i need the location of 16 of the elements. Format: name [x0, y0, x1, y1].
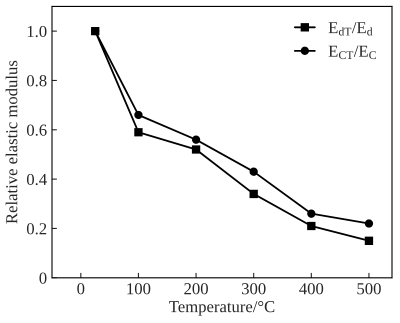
y-tick-label: 0.2 [26, 223, 46, 234]
y-tick-label: 0.6 [26, 124, 47, 136]
y-tick-label: 0.8 [26, 75, 47, 86]
x-tick-label: 0 [77, 283, 84, 294]
x-tick-label: 300 [242, 283, 266, 294]
y-tick-label: 1.0 [28, 26, 47, 38]
y-tick-label: 0 [39, 272, 47, 284]
x-tick-label: 100 [127, 283, 150, 294]
y-tick-label: 0.4 [26, 174, 47, 186]
x-tick-label: 500 [357, 283, 381, 294]
x-tick-label: 400 [299, 283, 324, 294]
legend-label: E$_{dT}$/E$_{d}$ [328, 22, 372, 36]
y-axis-title: Relative elastic modulus [6, 60, 18, 224]
legend-label: E$_{CT}$/E$_{C}$ [328, 46, 376, 60]
x-tick-label: 200 [184, 283, 208, 294]
x-axis-title: Temperature/°C [169, 301, 274, 316]
